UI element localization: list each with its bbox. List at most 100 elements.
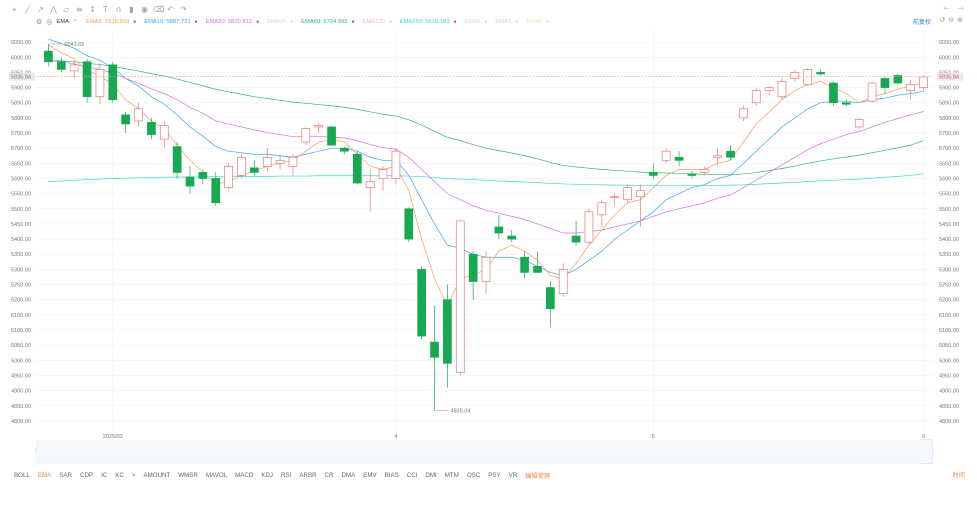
indicator-tab-osc[interactable]: OSC <box>466 471 481 479</box>
candle-body[interactable] <box>790 72 800 79</box>
indicator-tab-psy[interactable]: PSY <box>488 471 501 479</box>
candle-body[interactable] <box>237 156 246 176</box>
candle-body[interactable] <box>777 81 787 98</box>
candle-body[interactable] <box>648 172 658 176</box>
indicator-tab-cci[interactable]: CCI <box>406 471 418 479</box>
legend-item-toggle-icon[interactable]: ● <box>256 19 260 25</box>
settings-gear-icon[interactable]: ⚙ <box>36 18 43 26</box>
indicator-tab-macd[interactable]: MACD <box>235 471 254 479</box>
indicator-tab-mavol[interactable]: MAVOL <box>205 471 228 479</box>
candle-body[interactable] <box>507 235 517 240</box>
indicator-tab-wmsr[interactable]: WMSR <box>178 471 198 479</box>
candle-body[interactable] <box>378 169 388 179</box>
candle-body[interactable] <box>82 61 92 98</box>
candle-body[interactable] <box>159 125 169 140</box>
legend-item-toggle-icon[interactable]: ● <box>351 19 355 25</box>
candle-body[interactable] <box>314 125 324 128</box>
candle-body[interactable] <box>751 90 761 104</box>
candle-body[interactable] <box>288 156 298 167</box>
legend-item-toggle-icon[interactable]: ● <box>194 19 198 25</box>
legend-item-ema10[interactable]: EMA10: 5887.721 <box>144 19 191 25</box>
candle-body[interactable] <box>893 75 903 84</box>
trash-icon[interactable]: ⌫ <box>153 5 165 14</box>
legend-item-ema120[interactable]: EMA120 <box>362 19 385 25</box>
legend-item-ema30[interactable]: EMA30 <box>267 19 287 25</box>
indicator-edit-button[interactable]: 编辑管理 <box>525 472 551 480</box>
legend-item-ema5[interactable]: EMA5 <box>495 19 512 25</box>
candle-body[interactable] <box>739 108 748 119</box>
candle-body[interactable] <box>584 211 594 243</box>
candle-body[interactable] <box>906 84 916 91</box>
indicator-tab-ic[interactable]: IC <box>101 471 108 479</box>
indicator-tab-kdj[interactable]: KDJ <box>261 471 274 479</box>
legend-item-toggle-icon[interactable]: ● <box>388 19 392 25</box>
legend-item-toggle-icon[interactable]: ● <box>546 19 550 25</box>
reset-icon[interactable]: ↺ <box>939 16 946 24</box>
candle-body[interactable] <box>481 256 491 282</box>
legend-item-ema250[interactable]: EMA250: 5616.183 <box>399 19 450 25</box>
forward-icon[interactable]: → <box>957 4 964 13</box>
fib-icon[interactable]: ≡ <box>76 5 83 14</box>
candle-body[interactable] <box>211 178 221 204</box>
indicator-tab-ema[interactable]: EMA <box>37 471 52 479</box>
legend-item-toggle-icon[interactable]: ● <box>453 19 457 25</box>
candle-body[interactable] <box>262 156 272 167</box>
back-icon[interactable]: ← <box>943 4 950 13</box>
candle-body[interactable] <box>340 147 349 152</box>
legend-item-ema60[interactable]: EMA60: 5724.995 <box>301 19 348 25</box>
candle-body[interactable] <box>829 82 838 104</box>
indicator-tab-boll[interactable]: BOLL <box>14 471 30 479</box>
candle-body[interactable] <box>919 76 928 88</box>
candle-body[interactable] <box>275 159 285 164</box>
candle-body[interactable] <box>687 173 697 176</box>
zoom-in-icon[interactable]: ⊕ <box>957 16 963 24</box>
time-settings-button[interactable]: 时间 <box>952 472 965 479</box>
text-icon[interactable]: T <box>103 5 108 14</box>
indicator-tab-bias[interactable]: BIAS <box>384 471 399 479</box>
indicator-tab-cr[interactable]: CR <box>324 471 334 479</box>
candle-body[interactable] <box>352 153 362 184</box>
candle-body[interactable] <box>108 64 118 101</box>
candle-body[interactable] <box>674 156 684 161</box>
redo-icon[interactable]: ↷ <box>180 5 187 14</box>
indicator-tab-cdp[interactable]: CDP <box>79 471 94 479</box>
cursor-icon[interactable]: ⌖ <box>12 5 17 14</box>
candle-body[interactable] <box>610 196 620 199</box>
indicator-tab-emv[interactable]: EMV <box>363 471 377 479</box>
candle-body[interactable] <box>250 167 259 173</box>
legend-item-ema5[interactable]: EMA5: 5916.659 <box>85 19 130 25</box>
candle-body[interactable] <box>713 155 722 158</box>
legend-item-toggle-icon[interactable]: ● <box>484 19 488 25</box>
indicator-tab-dma[interactable]: DMA <box>341 471 356 479</box>
candle-body[interactable] <box>764 87 774 91</box>
time-navigator[interactable] <box>36 440 932 463</box>
legend-item-ema20[interactable]: EMA20: 5820.812 <box>205 19 253 25</box>
price-adjust-button[interactable]: 前复权 <box>912 20 931 26</box>
legend-item-toggle-icon[interactable]: ● <box>133 19 137 25</box>
legend-dropdown-icon[interactable]: ⌃ <box>72 19 78 26</box>
polyline-icon[interactable]: ⋀ <box>50 5 57 14</box>
indicator-tab-kc[interactable]: KC <box>115 471 124 479</box>
indicator-tab-more[interactable]: > <box>131 471 136 479</box>
candle-body[interactable] <box>546 287 555 310</box>
magnet-icon[interactable]: ∩ <box>115 5 122 14</box>
candle-body[interactable] <box>494 226 504 234</box>
zoom-out-icon[interactable]: ⊖ <box>948 16 955 24</box>
legend-item-toggle-icon[interactable]: ● <box>515 19 519 25</box>
candle-body[interactable] <box>443 299 452 364</box>
candle-body[interactable] <box>185 176 195 187</box>
candle-body[interactable] <box>56 61 66 70</box>
candle-body[interactable] <box>636 190 645 198</box>
candle-body[interactable] <box>172 146 182 173</box>
candle-body[interactable] <box>880 78 890 88</box>
candle-body[interactable] <box>147 122 156 135</box>
candle-body[interactable] <box>726 150 735 158</box>
measure-icon[interactable]: ↕ <box>89 5 96 14</box>
candle-body[interactable] <box>198 172 208 179</box>
candle-body[interactable] <box>121 114 130 125</box>
line-icon[interactable]: ╱ <box>25 5 30 14</box>
candle-body[interactable] <box>468 253 478 282</box>
visibility-eye-icon[interactable]: ◎ <box>46 18 53 26</box>
candle-body[interactable] <box>430 341 439 358</box>
